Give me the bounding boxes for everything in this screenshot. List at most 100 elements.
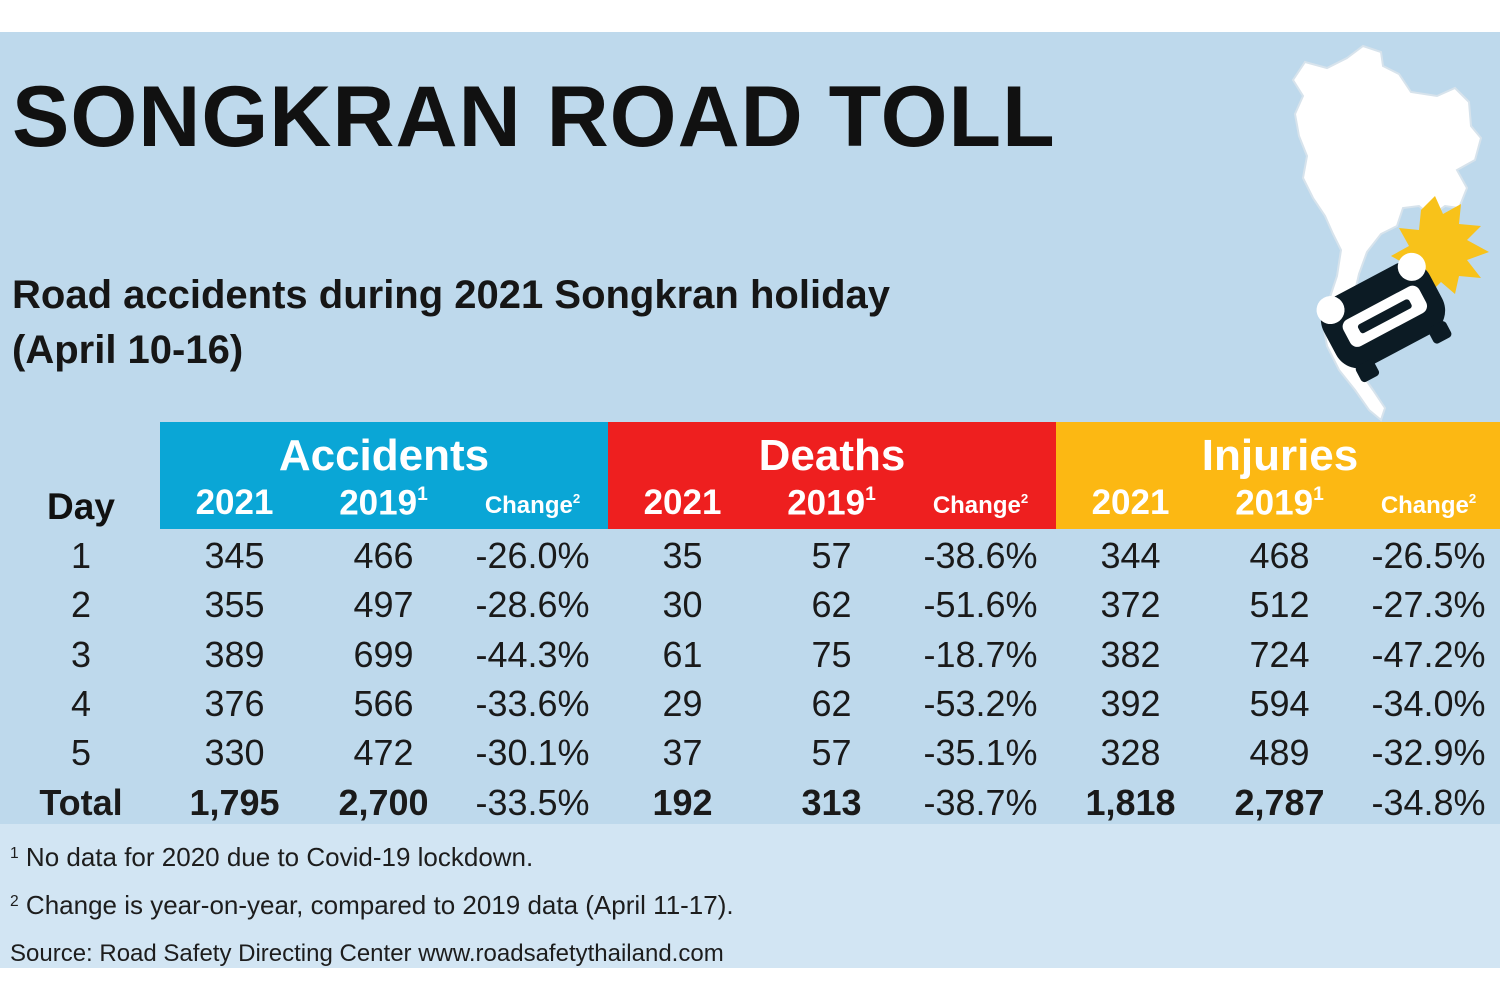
injuries-group-label: Injuries: [1201, 431, 1359, 480]
source-note: Source: Road Safety Directing Center www…: [10, 940, 724, 967]
day-cell: 3: [70, 634, 92, 675]
accidents-2021-cell: 376: [204, 683, 265, 724]
injuries-2019-cell: 594: [1249, 683, 1310, 724]
day-cell: 2: [70, 584, 92, 625]
accidents-2019-cell: 2,700: [338, 782, 429, 823]
accidents-change-cell: -44.3%: [475, 634, 590, 675]
injuries-2021-cell: 372: [1100, 584, 1161, 625]
injuries-2019-cell: 512: [1249, 584, 1310, 625]
day-cell: 5: [70, 732, 92, 773]
accidents-2019-cell: 699: [353, 634, 414, 675]
injuries-change-cell: -34.0%: [1371, 683, 1486, 724]
injuries-2019-cell: 724: [1249, 634, 1310, 675]
accidents-2021-cell: 355: [204, 584, 265, 625]
injuries-2021-cell: 344: [1100, 535, 1161, 576]
injuries-2019-cell: 2,787: [1234, 782, 1325, 823]
deaths-change-cell: -35.1%: [923, 732, 1038, 773]
accidents-change-cell: -30.1%: [475, 732, 590, 773]
accidents-change-cell: -26.0%: [475, 535, 590, 576]
deaths-2019-cell: 75: [811, 634, 852, 675]
day-cell: 1: [70, 535, 92, 576]
injuries-2021-cell: 328: [1100, 732, 1161, 773]
footnote-mark: 2: [572, 491, 581, 506]
column-label: Change: [932, 491, 1021, 519]
column-label: 2019: [1235, 483, 1314, 523]
injuries-2019-cell: 468: [1249, 535, 1310, 576]
day-column-header: Day: [47, 486, 115, 527]
accidents-col-change-header: Change2: [458, 492, 607, 518]
injuries-change-cell: -34.8%: [1371, 782, 1486, 823]
injuries-change-cell: -47.2%: [1371, 634, 1486, 675]
footnote-2: 2 Change is year-on-year, compared to 20…: [10, 890, 734, 921]
footnote-1-mark: 1: [10, 845, 19, 863]
footnote-1: 1 No data for 2020 due to Covid-19 lockd…: [10, 842, 533, 873]
deaths-2021-cell: 35: [662, 535, 703, 576]
deaths-group-label: Deaths: [758, 431, 906, 480]
deaths-change-cell: -38.7%: [923, 782, 1038, 823]
injuries-2021-cell: 1,818: [1085, 782, 1176, 823]
accidents-change-cell: -33.6%: [475, 683, 590, 724]
deaths-2021-cell: 61: [662, 634, 703, 675]
deaths-2019-cell: 313: [801, 782, 862, 823]
injuries-change-cell: -26.5%: [1371, 535, 1486, 576]
page-title: SONGKRAN ROAD TOLL: [12, 69, 1056, 165]
column-label: Change: [484, 491, 573, 519]
deaths-col-2019-header: 20191: [757, 483, 906, 523]
total-row-label: Total: [39, 782, 123, 823]
injuries-2021-cell: 392: [1100, 683, 1161, 724]
column-label: 2021: [195, 483, 274, 522]
accidents-col-2019-header: 20191: [309, 483, 458, 523]
accidents-2019-cell: 566: [353, 683, 414, 724]
accidents-group-header: Accidents: [160, 422, 608, 529]
column-label: 2021: [643, 483, 722, 522]
injuries-2019-cell: 489: [1249, 732, 1310, 773]
crashed-car-icon: [1316, 252, 1452, 383]
deaths-change-cell: -53.2%: [923, 683, 1038, 724]
accidents-2021-cell: 330: [204, 732, 265, 773]
injuries-group-header: Injuries: [1056, 422, 1500, 529]
footnote-1-text: No data for 2020 due to Covid-19 lockdow…: [25, 842, 534, 872]
footnote-panel: [0, 824, 1500, 968]
deaths-col-change-header: Change2: [906, 492, 1055, 518]
deaths-2019-cell: 57: [811, 535, 852, 576]
footnote-mark: 1: [417, 484, 428, 505]
deaths-2021-cell: 29: [662, 683, 703, 724]
accidents-group-label: Accidents: [278, 431, 490, 480]
day-cell: 4: [70, 683, 92, 724]
accidents-2019-cell: 472: [353, 732, 414, 773]
injuries-col-2021-header: 2021: [1056, 485, 1205, 520]
accidents-change-cell: -28.6%: [475, 584, 590, 625]
footnote-mark: 1: [1313, 484, 1324, 505]
accidents-2021-cell: 345: [204, 535, 265, 576]
deaths-group-header: Deaths: [608, 422, 1056, 529]
accidents-2019-cell: 466: [353, 535, 414, 576]
accidents-2019-cell: 497: [353, 584, 414, 625]
subtitle: Road accidents during 2021 Songkran holi…: [12, 268, 890, 378]
thailand-crash-illustration: [1291, 44, 1489, 422]
footnote-mark: 1: [865, 484, 876, 505]
column-label: 2019: [339, 483, 418, 523]
column-label: Change: [1380, 491, 1469, 519]
footnote-2-text: Change is year-on-year, compared to 2019…: [25, 890, 734, 920]
deaths-2021-cell: 37: [662, 732, 703, 773]
accidents-change-cell: -33.5%: [475, 782, 590, 823]
deaths-col-2021-header: 2021: [608, 485, 757, 520]
injuries-change-cell: -32.9%: [1371, 732, 1486, 773]
deaths-change-cell: -38.6%: [923, 535, 1038, 576]
deaths-2019-cell: 57: [811, 732, 852, 773]
injuries-col-change-header: Change2: [1354, 492, 1500, 518]
footnote-2-mark: 2: [10, 893, 19, 911]
footnote-mark: 2: [1020, 491, 1029, 506]
deaths-change-cell: -18.7%: [923, 634, 1038, 675]
accidents-col-2021-header: 2021: [160, 485, 309, 520]
footnote-mark: 2: [1468, 491, 1477, 506]
subtitle-line-1: Road accidents during 2021 Songkran holi…: [12, 273, 890, 317]
deaths-change-cell: -51.6%: [923, 584, 1038, 625]
column-label: 2019: [787, 483, 866, 523]
deaths-2021-cell: 192: [652, 782, 713, 823]
column-label: 2021: [1091, 483, 1170, 522]
deaths-2019-cell: 62: [811, 683, 852, 724]
injuries-change-cell: -27.3%: [1371, 584, 1486, 625]
accidents-2021-cell: 389: [204, 634, 265, 675]
accidents-2021-cell: 1,795: [189, 782, 280, 823]
